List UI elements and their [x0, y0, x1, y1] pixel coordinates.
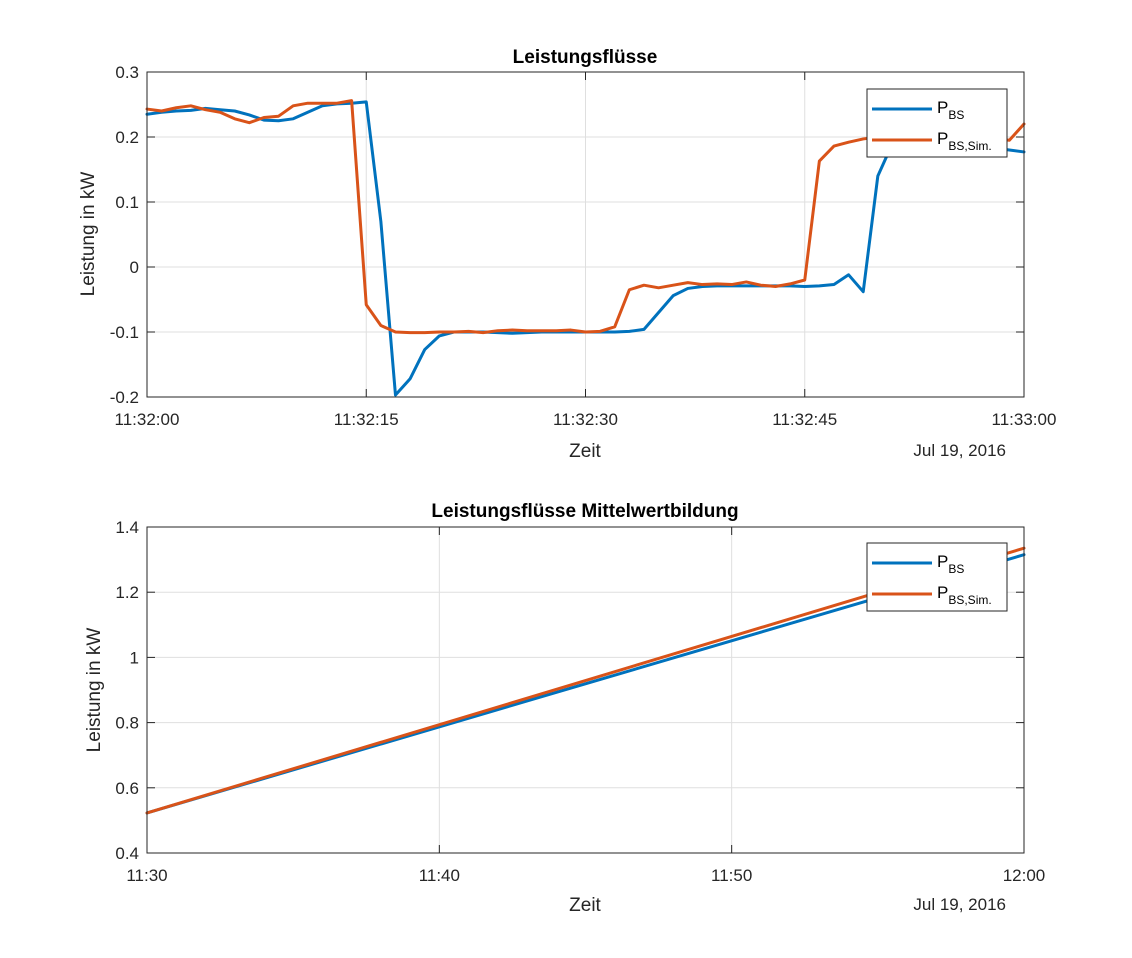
chart-bottom-legend-box: [866, 542, 1008, 612]
y-tick-label: 1: [130, 648, 139, 667]
y-tick-label: -0.2: [110, 388, 139, 407]
chart-bottom-legend-label-p-bs: PBS: [937, 552, 964, 576]
chart-bottom-y-label: Leistung in kW: [84, 628, 105, 753]
chart-bottom-legend-label-p-bs-sim: PBS,Sim.: [937, 583, 992, 607]
x-tick-label: 11:30: [126, 866, 167, 885]
y-tick-label: 0: [130, 258, 139, 277]
y-tick-label: 1.4: [115, 518, 139, 537]
chart-top-y-ticks: -0.2 -0.1 0 0.1 0.2 0.3: [110, 63, 1024, 407]
chart-top-x-ticks: 11:32:00 11:32:15 11:32:30 11:32:45 11:33:00: [115, 72, 1057, 429]
x-tick-label: 11:32:00: [115, 410, 180, 429]
x-tick-label: 11:32:45: [772, 410, 837, 429]
y-tick-label: 0.2: [115, 128, 139, 147]
chart-bottom-x-ticks: 11:30 11:40 11:50 12:00: [126, 527, 1045, 885]
y-tick-label: 0.3: [115, 63, 139, 82]
chart-bottom: Leistungsflüsse Mittelwertbildung 11:30 1…: [84, 501, 1045, 916]
x-tick-label: 11:50: [711, 866, 752, 885]
chart-bottom-axes-box: [146, 526, 1025, 854]
x-tick-label: 11:40: [419, 866, 460, 885]
x-tick-label: 12:00: [1003, 866, 1046, 885]
y-tick-label: 0.6: [115, 779, 139, 798]
chart-bottom-legend[interactable]: PBS PBS,Sim.: [866, 542, 1008, 612]
y-tick-label: -0.1: [110, 323, 139, 342]
x-tick-label: 11:32:30: [553, 410, 618, 429]
x-tick-label: 11:32:15: [334, 410, 399, 429]
chart-top-date-label: Jul 19, 2016: [913, 441, 1006, 460]
x-tick-label: 11:33:00: [992, 410, 1057, 429]
y-tick-label: 0.8: [115, 714, 139, 733]
chart-bottom-x-label: Zeit: [569, 895, 601, 916]
chart-bottom-y-ticks: 0.4 0.6 0.8 1 1.2 1.4: [115, 518, 1024, 863]
chart-top: Leistungsflüsse 11:32:00 11:32:15 11:32:30…: [78, 47, 1056, 462]
chart-top-legend-label-p-bs-sim: PBS,Sim.: [937, 129, 992, 153]
y-tick-label: 1.2: [115, 583, 139, 602]
chart-top-legend-box: [866, 88, 1008, 158]
chart-bottom-title: Leistungsflüsse Mittelwertbildung: [431, 501, 738, 522]
y-tick-label: 0.4: [115, 844, 139, 863]
chart-top-y-label: Leistung in kW: [78, 172, 99, 297]
chart-top-legend-label-p-bs: PBS: [937, 98, 964, 122]
chart-top-legend[interactable]: PBS PBS,Sim.: [866, 88, 1008, 158]
chart-bottom-date-label: Jul 19, 2016: [913, 895, 1006, 914]
y-tick-label: 0.1: [115, 193, 139, 212]
chart-top-x-label: Zeit: [569, 441, 601, 462]
chart-top-title: Leistungsflüsse: [513, 47, 658, 68]
